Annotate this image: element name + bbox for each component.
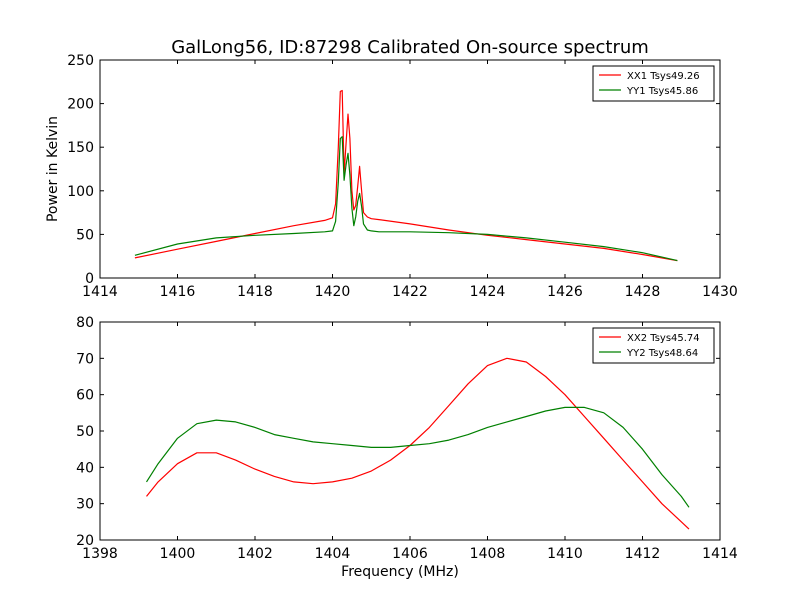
x-tick-label: 1400 xyxy=(160,546,196,562)
upper-spectrum-plot: 1414 1416 1418 1420 1422 1424 1426 1428 1430 0 50 1… xyxy=(45,53,738,300)
x-tick-label: 1406 xyxy=(392,546,428,562)
x-tick-label: 1402 xyxy=(237,546,273,562)
x-tick-label: 1408 xyxy=(470,546,506,562)
x-tick-label: 1410 xyxy=(547,546,583,562)
x-axis-label: Frequency (MHz) xyxy=(341,564,459,580)
x-tick-label: 1428 xyxy=(625,284,661,300)
y-tick-label: 150 xyxy=(67,140,94,156)
legend-entry: YY2 Tsys48.64 xyxy=(626,348,698,359)
y-tick-label: 50 xyxy=(76,227,94,243)
legend-box xyxy=(592,65,715,102)
y-axis-label: Power in Kelvin xyxy=(45,116,61,222)
x-tick-label: 1416 xyxy=(160,284,196,300)
x-tick-label: 1414 xyxy=(702,546,738,562)
figure-title: GalLong56, ID:87298 Calibrated On-source… xyxy=(171,37,649,58)
y-tick-label: 50 xyxy=(76,424,94,440)
lower-spectrum-plot: 1398 1400 1402 1404 1406 1408 1410 1412 1414 20 30… xyxy=(76,315,738,580)
legend-entry: XX1 Tsys49.26 xyxy=(627,71,700,82)
y-tick-label: 70 xyxy=(76,351,94,367)
legend: XX2 Tsys45.74 YY2 Tsys48.64 xyxy=(592,327,715,364)
y-tick-label: 250 xyxy=(67,53,94,69)
x-tick-label: 1404 xyxy=(315,546,351,562)
x-tick-label: 1424 xyxy=(470,284,506,300)
x-tick-label: 1414 xyxy=(82,284,118,300)
x-tick-label: 1412 xyxy=(625,546,661,562)
legend-box xyxy=(592,327,715,364)
legend-entry: XX2 Tsys45.74 xyxy=(627,333,700,344)
y-tick-label: 60 xyxy=(76,388,94,404)
x-tick-label: 1430 xyxy=(702,284,738,300)
series-line-xx2 xyxy=(146,357,690,530)
series-line-yy1 xyxy=(134,136,678,262)
y-tick-label: 20 xyxy=(76,533,94,549)
y-tick-label: 100 xyxy=(67,184,94,200)
y-tick-label: 30 xyxy=(76,497,94,513)
y-tick-label: 40 xyxy=(76,460,94,476)
x-tick-label: 1398 xyxy=(82,546,118,562)
x-tick-label: 1426 xyxy=(547,284,583,300)
series-line-xx1 xyxy=(134,89,678,262)
y-tick-label: 0 xyxy=(85,271,94,287)
x-tick-label: 1420 xyxy=(315,284,351,300)
y-tick-label: 80 xyxy=(76,315,94,331)
x-tick-label: 1422 xyxy=(392,284,428,300)
legend-entry: YY1 Tsys45.86 xyxy=(626,86,698,97)
legend: XX1 Tsys49.26 YY1 Tsys45.86 xyxy=(592,65,715,102)
y-tick-label: 200 xyxy=(67,97,94,113)
x-tick-label: 1418 xyxy=(237,284,273,300)
series-line-yy2 xyxy=(145,406,690,508)
